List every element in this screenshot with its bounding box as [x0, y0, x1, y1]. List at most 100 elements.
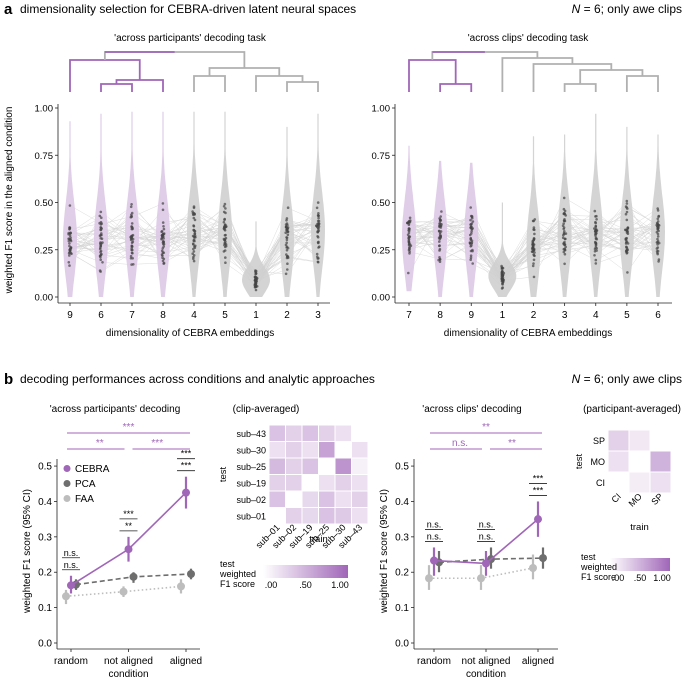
data-point [625, 246, 628, 249]
data-point [160, 237, 164, 240]
data-point [593, 254, 596, 257]
violin-left-ylabel: weighted F1 score in the aligned conditi… [4, 107, 15, 295]
y-tick-label: 0.00 [35, 293, 54, 304]
line-right-title: 'across clips' decoding [422, 404, 521, 415]
heatmap-cell [286, 442, 302, 458]
data-point [530, 250, 534, 253]
data-point [286, 256, 290, 260]
heatmap-cell [335, 458, 351, 474]
x-tick-label: 1 [500, 310, 506, 321]
data-point [315, 224, 319, 228]
heatmap-cell [319, 458, 335, 474]
heatmap-right: SP MO CI CI MO SP test train [574, 430, 671, 533]
heatmap-cell [302, 491, 318, 507]
data-point [593, 209, 597, 213]
legend-marker [63, 495, 71, 502]
data-point [192, 213, 195, 217]
data-point [68, 254, 71, 257]
y-tick-label: 0.0 [395, 639, 409, 650]
violin-chart-right: 0.00 0.25 0.50 0.75 1.00 7 8 9 1 2 3 4 5 6 [372, 104, 672, 321]
data-point [99, 243, 102, 246]
data-point [161, 247, 165, 250]
data-point [315, 252, 319, 256]
colorbar-label: weighted [219, 569, 256, 579]
data-point [656, 243, 659, 246]
data-point [162, 261, 166, 265]
data-point [656, 209, 660, 212]
data-point [222, 220, 226, 224]
x-tick-label: 1 [253, 310, 259, 321]
violin-dots [437, 210, 443, 264]
colorbar-label: test [581, 552, 596, 562]
x-tick-label: aligned [170, 656, 202, 667]
data-point [563, 212, 567, 216]
violin-shape [63, 121, 77, 297]
heatmap-cell [286, 475, 302, 491]
violin-dots [284, 206, 290, 276]
data-point [223, 202, 227, 206]
legend-label: CEBRA [75, 464, 110, 475]
heatmap-row-label: MO [591, 457, 606, 467]
data-point [533, 232, 536, 236]
colorbar-label: weighted [580, 562, 617, 572]
heatmap-row-label: sub–01 [236, 511, 266, 521]
x-tick-label: 8 [160, 310, 166, 321]
heatmap-cell [269, 425, 285, 441]
x-tick-label: random [417, 656, 451, 667]
heatmap-left: sub–43sub–30sub–25sub–19sub–02sub–01sub–… [218, 425, 368, 550]
data-point [129, 254, 133, 258]
heatmap-col-label: MO [627, 491, 644, 508]
data-point [131, 252, 134, 255]
y-tick-label: 0.00 [372, 293, 391, 304]
data-point [471, 220, 475, 223]
heatmap-right-title: (participant-averaged) [583, 404, 681, 415]
data-point [595, 214, 598, 218]
violin-dots [530, 218, 537, 279]
data-point-pca [187, 570, 195, 578]
data-point [286, 233, 290, 236]
data-point [255, 277, 259, 280]
heatmap-cell [650, 472, 671, 493]
data-point [562, 196, 566, 200]
heatmap-col-label: SP [649, 491, 665, 507]
violin-dots [98, 210, 104, 273]
dendrogram-link [286, 81, 319, 92]
violin-dots [655, 207, 661, 263]
y-tick-label: 0.4 [395, 497, 409, 508]
dendrogram-link [579, 69, 644, 84]
heatmap-ylabel: test [218, 466, 229, 482]
sig-within-label: n.s. [64, 548, 79, 558]
data-point [161, 259, 165, 263]
data-point [468, 241, 472, 244]
data-point [162, 227, 166, 231]
data-point [255, 279, 258, 283]
data-point [406, 233, 410, 237]
data-point [284, 243, 288, 247]
data-point [471, 262, 475, 265]
data-point [99, 236, 102, 240]
heatmap-row-label: SP [593, 436, 605, 446]
panel-b-letter: b [4, 371, 13, 388]
x-tick-label: 2 [531, 310, 537, 321]
data-point [254, 283, 258, 286]
panel-a-title: dimensionality selection for CEBRA-drive… [20, 2, 356, 16]
data-point [564, 245, 567, 249]
data-point [254, 269, 258, 273]
y-tick-label: 0.2 [395, 568, 409, 579]
data-point-faa [529, 563, 537, 572]
data-point [625, 206, 628, 209]
data-point [161, 202, 165, 205]
data-point [563, 243, 567, 246]
data-point [501, 286, 505, 289]
data-point [407, 237, 411, 241]
dendrogram-link [193, 75, 226, 92]
x-tick-label: 2 [284, 310, 290, 321]
x-tick-label: 9 [468, 310, 474, 321]
data-point-faa [62, 592, 70, 601]
data-point [531, 264, 535, 268]
dendrogram-link [439, 83, 473, 92]
heatmap-col-label: CI [609, 491, 622, 504]
heatmap-xlabel: train [309, 534, 327, 545]
data-point [316, 201, 320, 204]
